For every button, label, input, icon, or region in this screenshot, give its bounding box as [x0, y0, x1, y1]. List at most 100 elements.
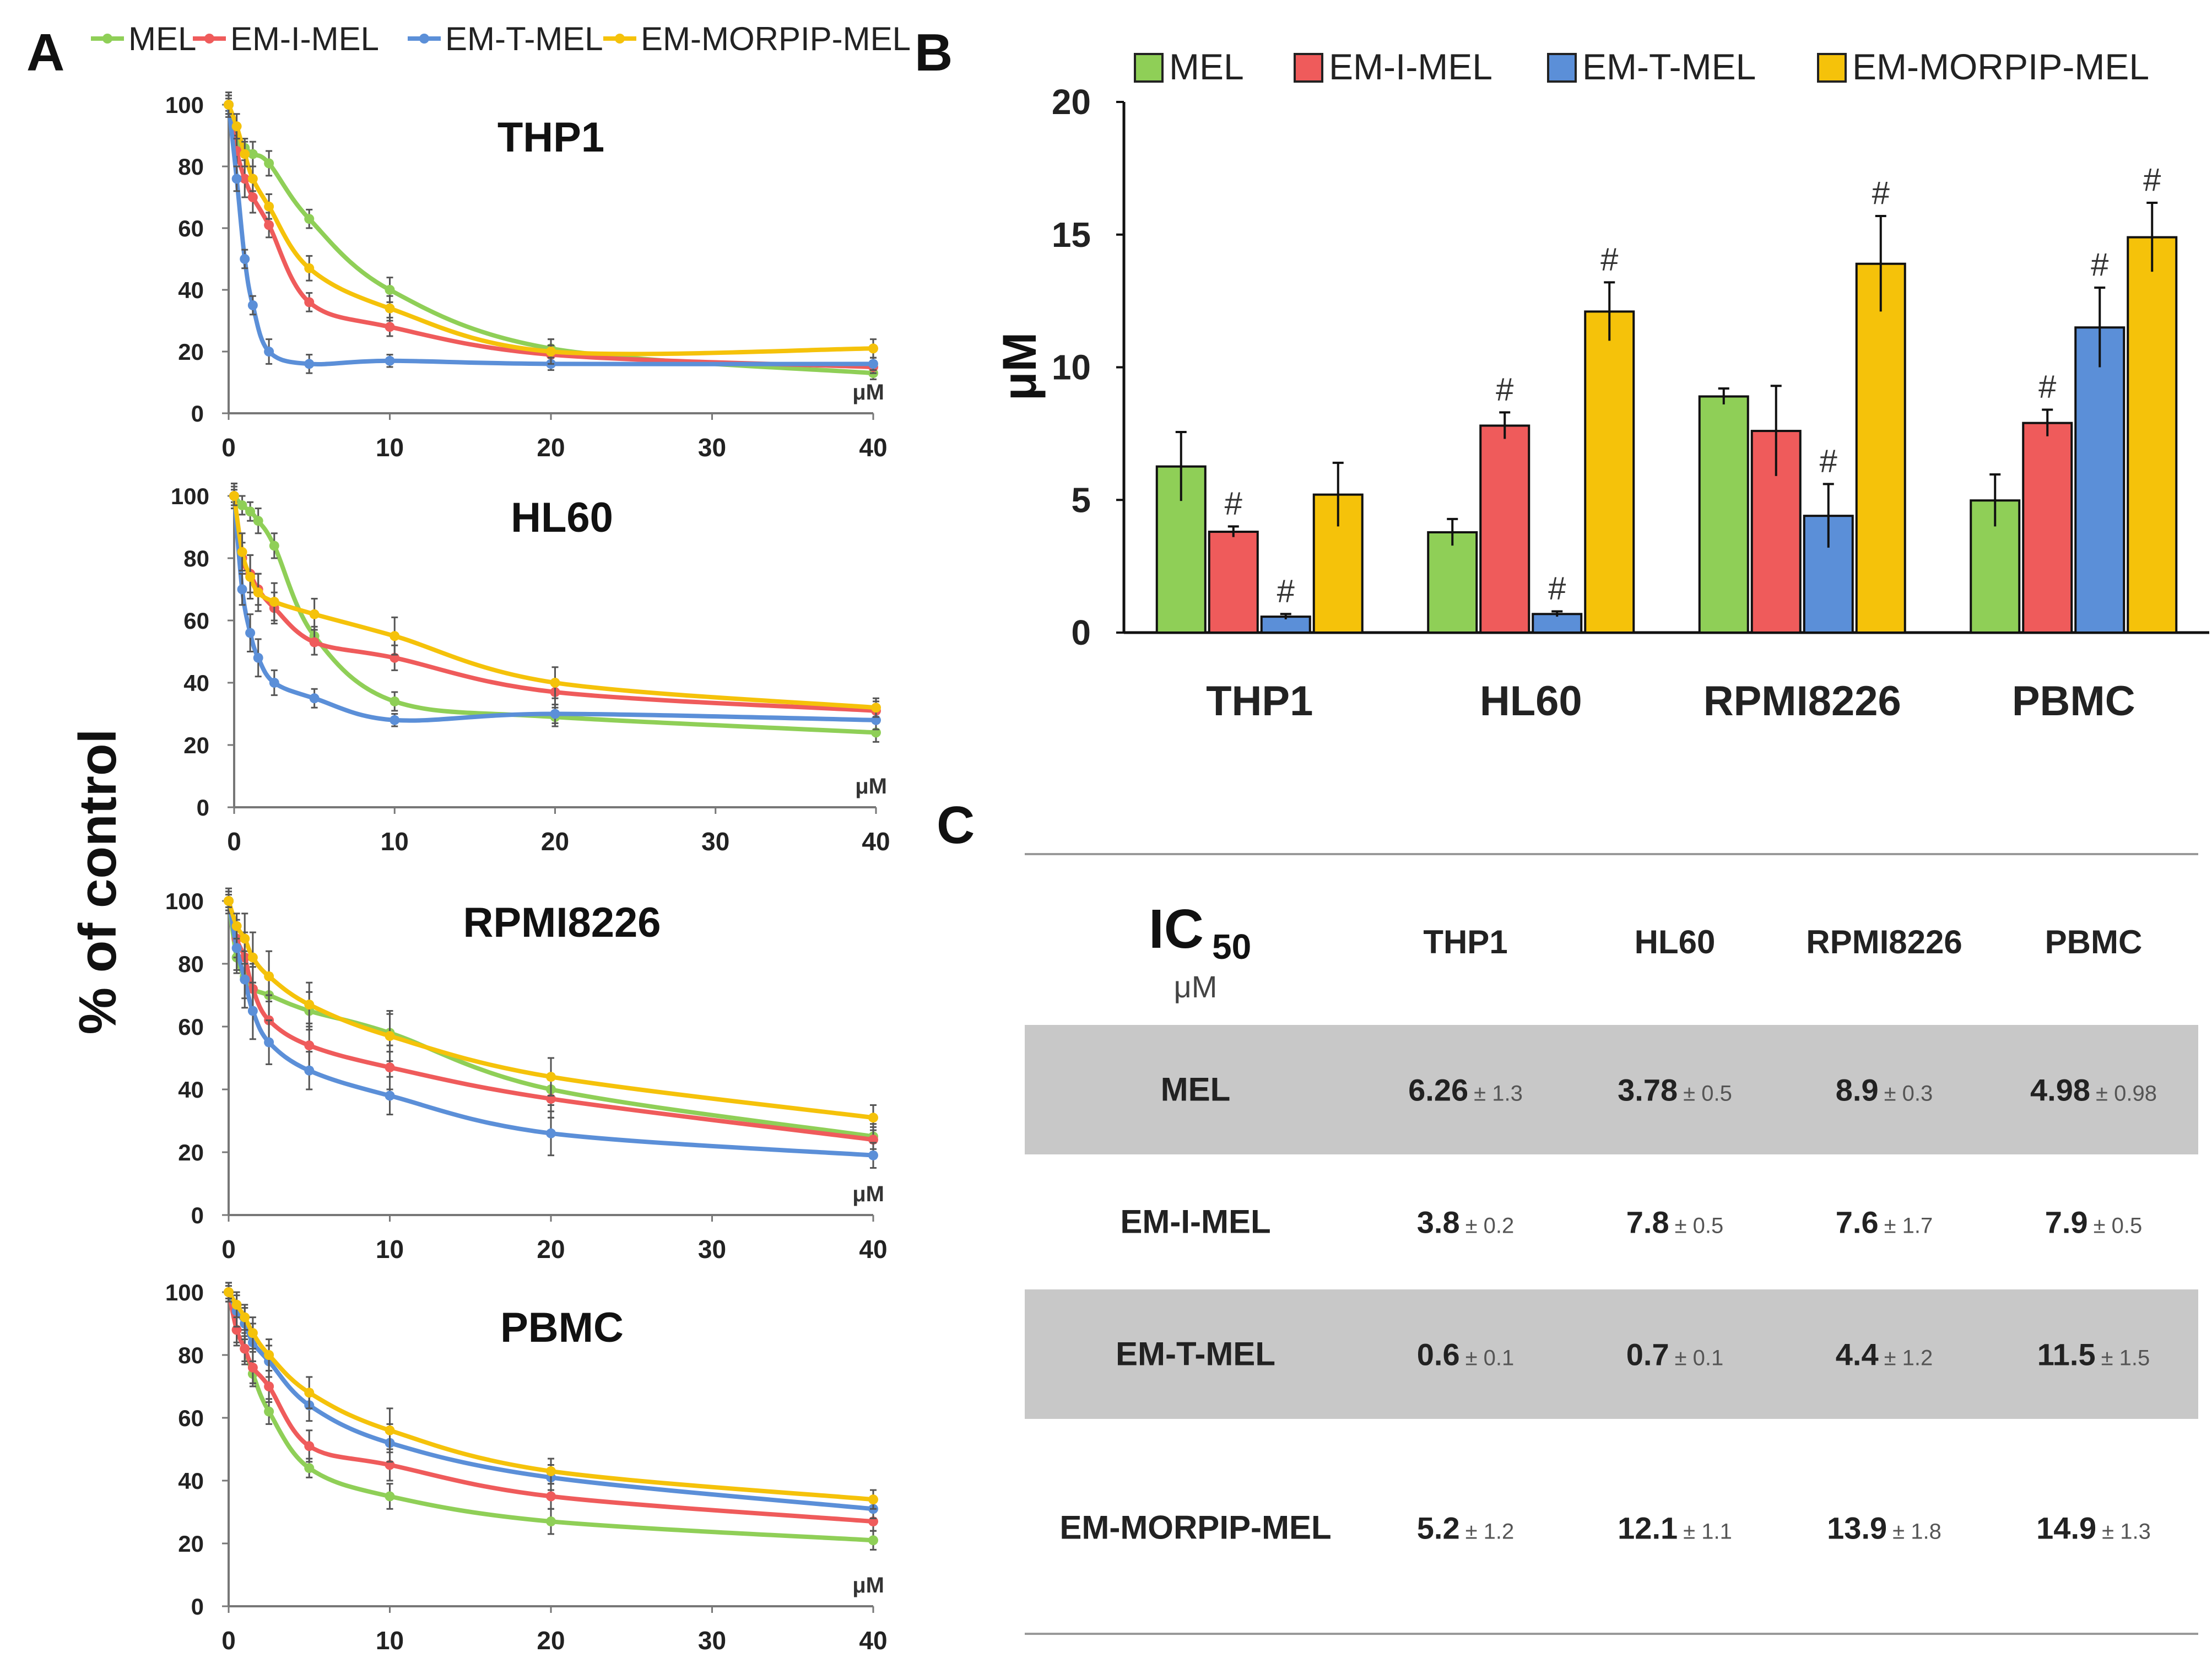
table-cell-error: ± 0.1: [1465, 1346, 1515, 1370]
legendB-swatch-em-morpip-mel: [1817, 53, 1847, 83]
x-tick-label: 20: [537, 1626, 565, 1655]
y-tick-label: 0: [191, 1202, 204, 1228]
data-point-em-t-mel: [385, 355, 395, 366]
legendA-marker-em-i-mel: [204, 34, 214, 44]
data-point-em-morpip-mel: [871, 703, 881, 713]
chart-title: HL60: [511, 494, 613, 541]
bar-em-morpip-mel-hl60: [1584, 310, 1635, 634]
bar-mel-thp1: [1155, 465, 1207, 634]
x-tick-label: 40: [862, 827, 890, 856]
data-point-em-morpip-mel: [231, 921, 242, 931]
data-point-em-morpip-mel: [385, 1031, 395, 1041]
y-tick-label: 20: [1052, 82, 1091, 122]
data-point-em-i-mel: [304, 1040, 315, 1051]
data-point-em-morpip-mel: [247, 952, 258, 963]
bar-em-i-mel-thp1: [1208, 531, 1259, 634]
table-cell-value: 6.26: [1408, 1073, 1468, 1108]
table-header-thp1: THP1: [1423, 924, 1507, 960]
table-cell: 7.6 ± 1.7: [1836, 1205, 1933, 1240]
significance-mark: #: [1872, 175, 1890, 211]
table-row-label-em-i-mel: EM-I-MEL: [1120, 1203, 1270, 1240]
data-point-em-i-mel: [264, 1381, 274, 1391]
legendA-label-em-t-mel: EM-T-MEL: [445, 20, 603, 57]
panelA-legend: MEL EM-I-MEL EM-T-MEL EM-MORPIP-MEL: [91, 20, 911, 57]
legendB-label-em-t-mel: EM-T-MEL: [1582, 46, 1756, 87]
data-point-em-morpip-mel: [245, 571, 256, 582]
table-cell-error: ± 1.3: [1474, 1082, 1523, 1106]
table-cell: 7.8 ± 0.5: [1626, 1205, 1724, 1240]
data-point-em-t-mel: [247, 300, 258, 310]
table-row-label-mel: MEL: [1161, 1071, 1231, 1108]
data-point-em-t-mel: [385, 1090, 395, 1101]
table-cell-value: 8.9: [1836, 1073, 1879, 1108]
data-point-em-t-mel: [304, 359, 315, 369]
legendB-swatch-em-i-mel: [1294, 53, 1323, 83]
y-tick-label: 15: [1052, 215, 1091, 255]
data-point-em-morpip-mel: [224, 896, 234, 906]
panelB-ylabel: μM: [993, 332, 1046, 401]
y-tick-label: 60: [178, 1014, 204, 1040]
table-cell-error: ± 0.5: [1675, 1214, 1724, 1238]
table-cell-value: 5.2: [1417, 1511, 1460, 1546]
data-point-em-morpip-mel: [240, 1312, 250, 1322]
table-header-rpmi8226: RPMI8226: [1806, 924, 1962, 960]
data-point-em-i-mel: [304, 297, 315, 307]
data-point-em-morpip-mel: [269, 597, 279, 607]
y-tick-label: 80: [183, 546, 209, 571]
y-tick-label: 60: [183, 608, 209, 634]
data-point-em-morpip-mel: [237, 547, 247, 557]
x-unit-label: μM: [855, 774, 887, 798]
data-point-em-i-mel: [240, 1343, 250, 1354]
y-tick-label: 10: [1052, 348, 1091, 387]
data-point-mel: [868, 1535, 878, 1546]
table-cell-value: 11.5: [2037, 1337, 2096, 1372]
data-point-em-morpip-mel: [231, 121, 242, 132]
x-unit-label: μM: [852, 380, 884, 404]
category-label-pbmc: PBMC: [2012, 678, 2135, 725]
y-tick-label: 100: [171, 483, 209, 509]
table-cell: 4.98 ± 0.98: [2030, 1073, 2157, 1108]
data-point-mel: [237, 500, 247, 510]
data-point-em-morpip-mel: [385, 303, 395, 314]
data-point-em-morpip-mel: [240, 149, 250, 159]
data-point-em-t-mel: [269, 678, 279, 688]
panel-label-a: A: [26, 23, 64, 82]
table-cell-error: ± 1.2: [1465, 1520, 1515, 1544]
data-point-em-t-mel: [247, 1006, 258, 1016]
significance-mark: #: [1548, 570, 1566, 606]
data-point-em-i-mel: [240, 174, 250, 184]
data-point-em-i-mel: [264, 220, 274, 230]
table-cell-error: ± 1.8: [1892, 1520, 1941, 1544]
y-tick-label: 40: [183, 670, 209, 696]
table-title-subscript: 50: [1212, 927, 1251, 967]
table-cell-error: ± 1.7: [1884, 1214, 1933, 1238]
data-point-em-morpip-mel: [385, 1425, 395, 1435]
data-point-em-morpip-mel: [247, 174, 258, 184]
y-tick-label: 20: [183, 732, 209, 758]
bar-mel-rpmi8226: [1698, 395, 1749, 634]
bar-em-i-mel-pbmc: [2022, 422, 2073, 634]
table-title-unit: μM: [1174, 969, 1218, 1004]
category-label-rpmi8226: RPMI8226: [1703, 678, 1901, 725]
x-tick-label: 40: [859, 1235, 887, 1264]
data-point-mel: [264, 1406, 274, 1417]
data-point-mel: [385, 285, 395, 295]
x-tick-label: 30: [698, 433, 726, 462]
x-tick-label: 10: [381, 827, 409, 856]
legendA-marker-em-morpip-mel: [615, 34, 625, 44]
x-tick-label: 40: [859, 1626, 887, 1655]
y-tick-label: 80: [178, 1342, 204, 1368]
table-cell-value: 4.98: [2030, 1073, 2090, 1108]
table-cell: 3.78 ± 0.5: [1618, 1073, 1732, 1108]
y-tick-label: 0: [191, 1594, 204, 1619]
table-cell-value: 0.6: [1417, 1337, 1460, 1372]
table-cell: 3.8 ± 0.2: [1417, 1205, 1515, 1240]
table-cell: 7.9 ± 0.5: [2045, 1205, 2143, 1240]
series-line-em-t-mel: [226, 900, 874, 1158]
y-tick-label: 0: [191, 401, 204, 427]
y-tick-label: 60: [178, 215, 204, 241]
data-point-em-t-mel: [253, 652, 263, 663]
data-point-em-morpip-mel: [550, 678, 560, 688]
